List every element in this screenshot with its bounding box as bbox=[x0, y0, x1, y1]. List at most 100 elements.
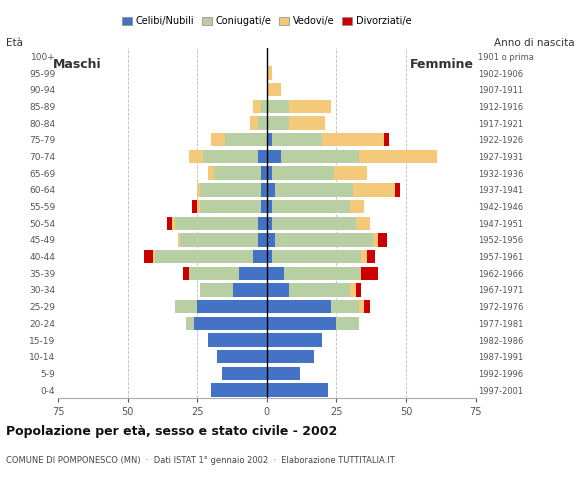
Bar bbox=[281, 150, 358, 163]
Bar bbox=[189, 150, 203, 163]
Bar bbox=[261, 100, 267, 113]
Bar bbox=[273, 133, 322, 146]
Bar bbox=[284, 266, 361, 280]
Bar bbox=[261, 167, 267, 180]
Bar bbox=[267, 100, 289, 113]
Bar bbox=[356, 283, 361, 297]
Bar bbox=[250, 117, 259, 130]
Bar bbox=[208, 333, 267, 347]
Bar bbox=[372, 233, 378, 247]
Bar bbox=[267, 233, 275, 247]
Bar bbox=[259, 117, 267, 130]
Bar bbox=[378, 233, 386, 247]
Bar bbox=[331, 300, 358, 313]
Bar bbox=[267, 283, 289, 297]
Bar bbox=[253, 100, 261, 113]
Bar bbox=[186, 317, 194, 330]
Bar bbox=[364, 300, 370, 313]
Bar bbox=[144, 250, 153, 263]
Bar bbox=[267, 183, 275, 196]
Bar bbox=[172, 216, 175, 230]
Bar bbox=[189, 266, 239, 280]
Bar bbox=[267, 66, 273, 80]
Bar bbox=[259, 233, 267, 247]
Bar bbox=[275, 233, 372, 247]
Bar bbox=[153, 250, 155, 263]
Bar bbox=[267, 250, 273, 263]
Bar bbox=[267, 317, 336, 330]
Bar bbox=[200, 183, 261, 196]
Bar bbox=[273, 250, 361, 263]
Bar bbox=[261, 200, 267, 213]
Bar bbox=[175, 300, 197, 313]
Bar bbox=[177, 233, 180, 247]
Bar bbox=[197, 183, 200, 196]
Bar bbox=[267, 367, 300, 380]
Text: Femmine: Femmine bbox=[410, 58, 474, 71]
Bar bbox=[350, 200, 364, 213]
Bar bbox=[267, 350, 314, 363]
Bar bbox=[208, 167, 214, 180]
Bar bbox=[183, 266, 189, 280]
Bar bbox=[197, 200, 200, 213]
Bar bbox=[273, 216, 356, 230]
Bar bbox=[267, 216, 273, 230]
Bar bbox=[267, 266, 284, 280]
Bar bbox=[267, 150, 281, 163]
Bar bbox=[275, 183, 353, 196]
Bar bbox=[261, 183, 267, 196]
Bar bbox=[259, 150, 267, 163]
Bar bbox=[211, 133, 225, 146]
Bar bbox=[361, 266, 378, 280]
Bar bbox=[353, 183, 395, 196]
Bar bbox=[200, 283, 233, 297]
Bar bbox=[356, 216, 370, 230]
Bar bbox=[361, 250, 367, 263]
Bar bbox=[200, 200, 261, 213]
Bar bbox=[267, 83, 281, 96]
Bar bbox=[336, 317, 358, 330]
Bar bbox=[253, 250, 267, 263]
Text: COMUNE DI POMPONESCO (MN)  ·  Dati ISTAT 1° gennaio 2002  ·  Elaborazione TUTTIT: COMUNE DI POMPONESCO (MN) · Dati ISTAT 1… bbox=[6, 456, 394, 465]
Text: Anno di nascita: Anno di nascita bbox=[494, 38, 574, 48]
Bar bbox=[350, 283, 356, 297]
Bar bbox=[334, 167, 367, 180]
Bar bbox=[155, 250, 253, 263]
Bar bbox=[289, 100, 331, 113]
Bar bbox=[191, 200, 197, 213]
Bar bbox=[214, 167, 261, 180]
Bar bbox=[225, 133, 267, 146]
Bar bbox=[233, 283, 267, 297]
Bar bbox=[267, 300, 331, 313]
Bar bbox=[273, 167, 333, 180]
Bar bbox=[289, 117, 325, 130]
Bar bbox=[273, 200, 350, 213]
Bar bbox=[289, 283, 350, 297]
Legend: Celibi/Nubili, Coniugati/e, Vedovi/e, Divorziati/e: Celibi/Nubili, Coniugati/e, Vedovi/e, Di… bbox=[118, 12, 415, 30]
Bar bbox=[175, 216, 259, 230]
Bar bbox=[217, 350, 267, 363]
Bar bbox=[166, 216, 172, 230]
Bar bbox=[267, 133, 273, 146]
Bar bbox=[239, 266, 267, 280]
Bar bbox=[180, 233, 259, 247]
Bar bbox=[203, 150, 259, 163]
Text: Maschi: Maschi bbox=[53, 58, 102, 71]
Bar bbox=[194, 317, 267, 330]
Bar bbox=[267, 384, 328, 397]
Bar bbox=[197, 300, 267, 313]
Text: Età: Età bbox=[6, 38, 23, 48]
Bar bbox=[211, 384, 267, 397]
Bar bbox=[358, 300, 364, 313]
Bar bbox=[322, 133, 384, 146]
Bar bbox=[267, 117, 289, 130]
Bar bbox=[395, 183, 400, 196]
Bar bbox=[267, 333, 322, 347]
Bar bbox=[267, 200, 273, 213]
Bar bbox=[358, 150, 437, 163]
Bar bbox=[367, 250, 375, 263]
Bar bbox=[259, 216, 267, 230]
Text: Popolazione per età, sesso e stato civile - 2002: Popolazione per età, sesso e stato civil… bbox=[6, 425, 337, 438]
Bar bbox=[267, 167, 273, 180]
Bar bbox=[384, 133, 389, 146]
